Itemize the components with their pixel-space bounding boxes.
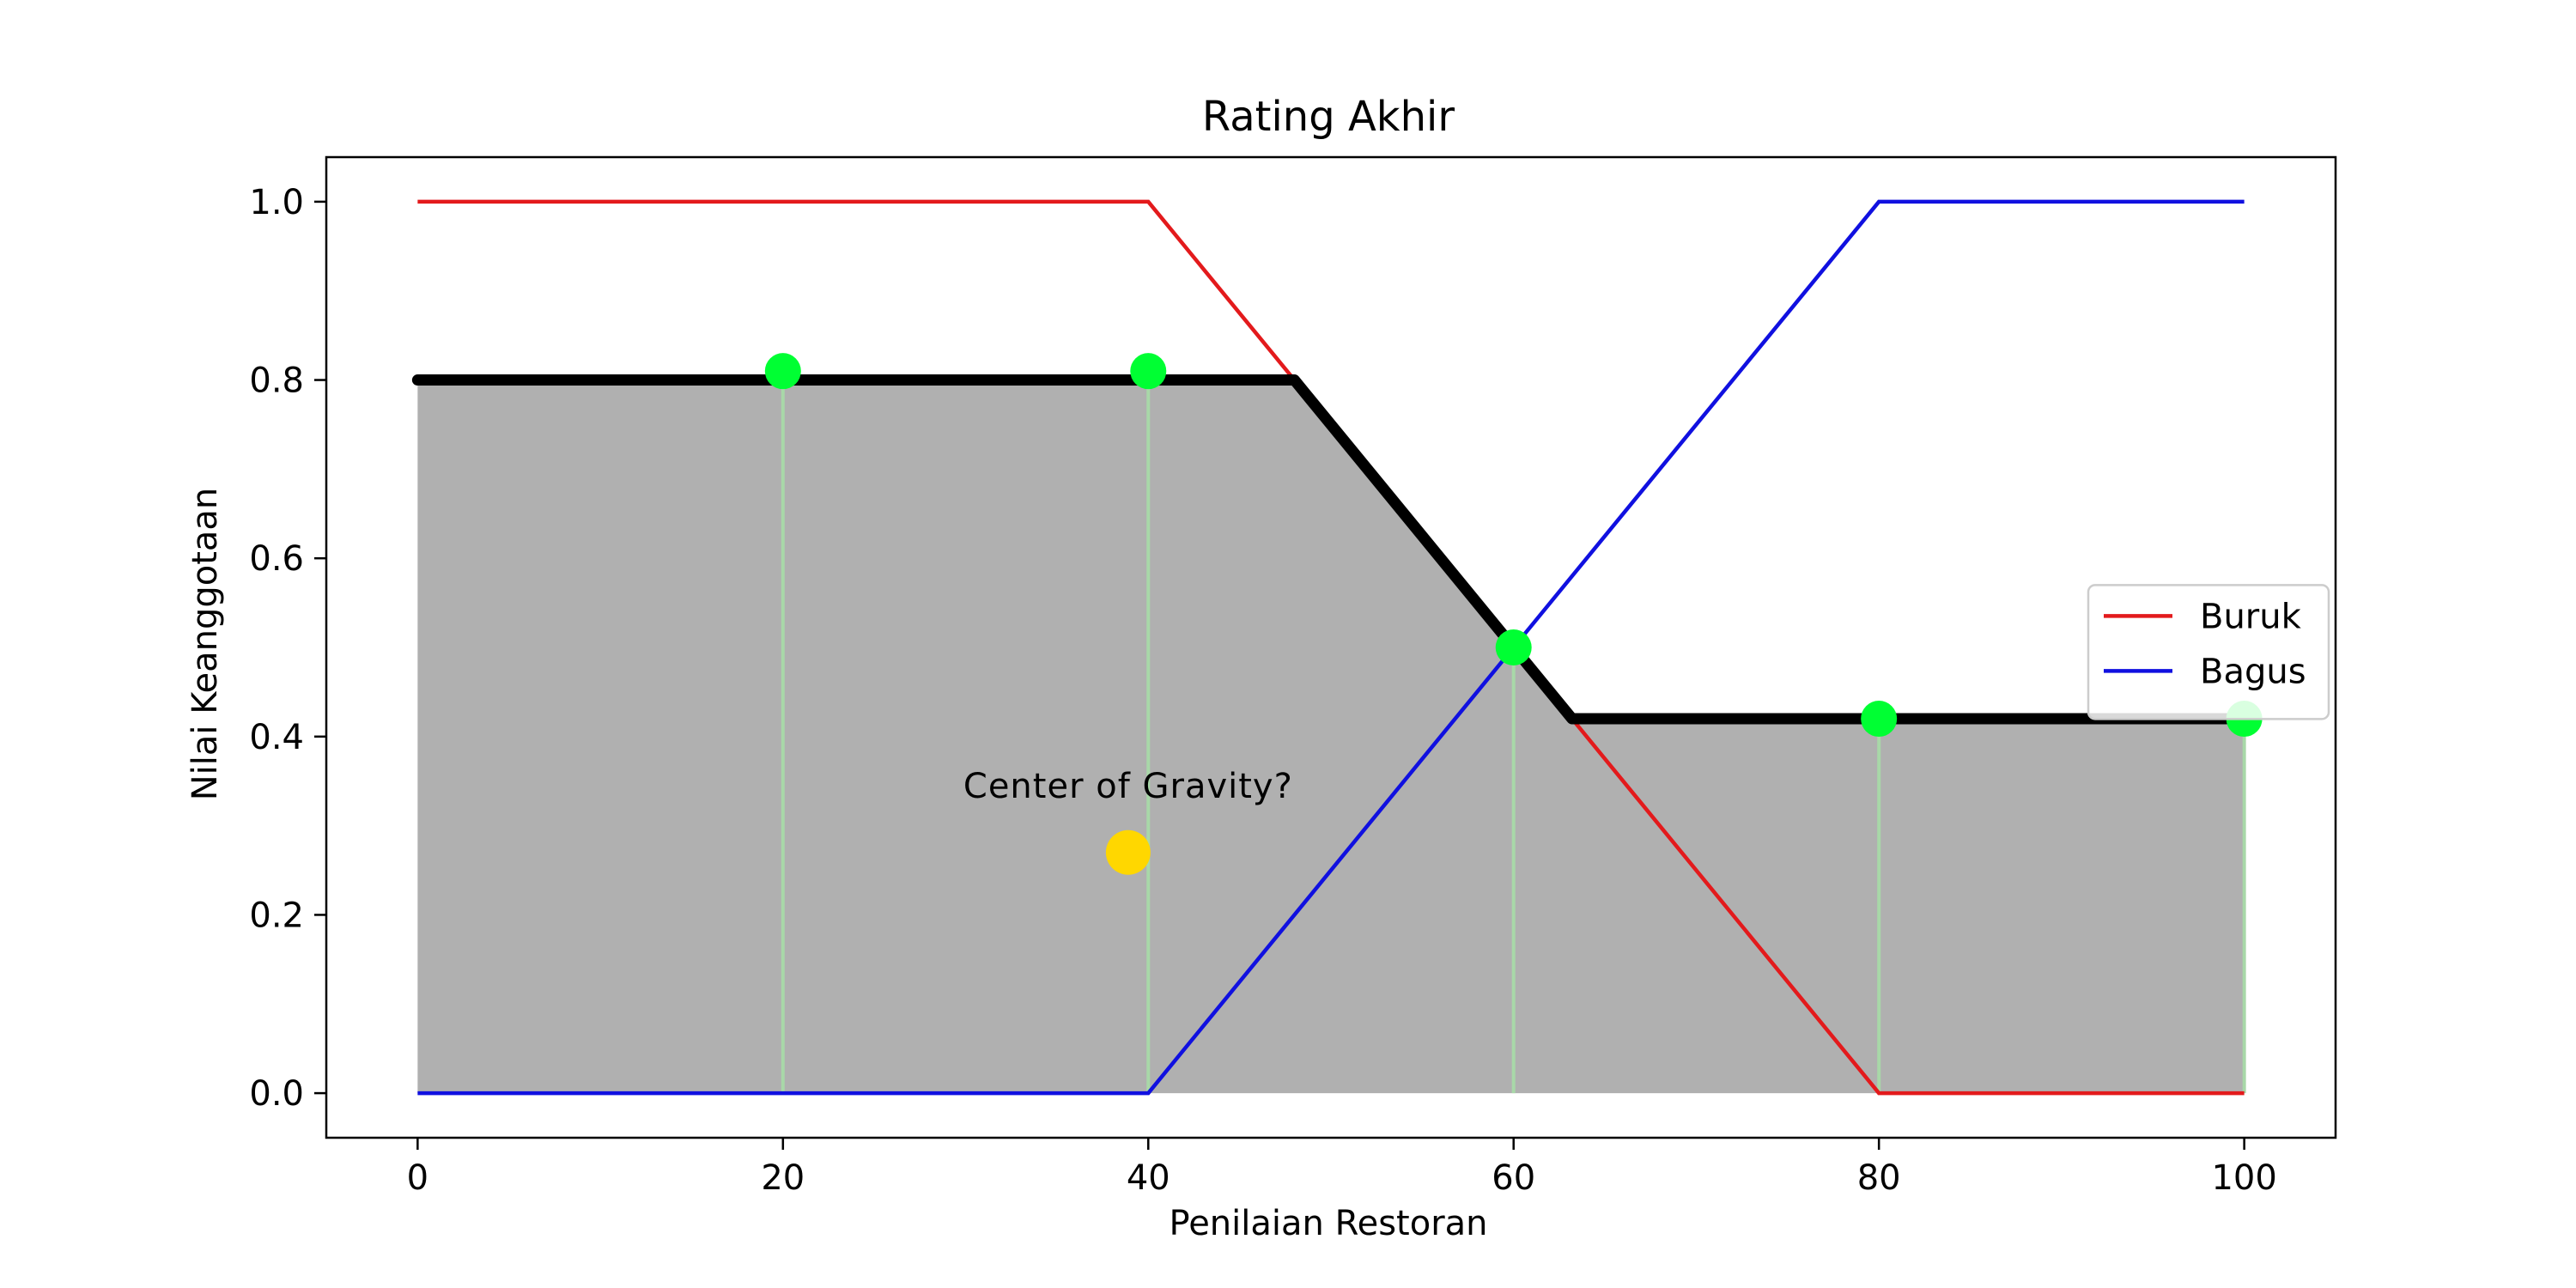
- tick-layer: 0 20 40 60 80 100 0.0 0.2 0.4 0.6 0.8 1.0: [249, 183, 2276, 1198]
- aggregated-line-layer: [411, 374, 2251, 725]
- y-tick-label: 0.2: [249, 896, 304, 935]
- y-tick-label: 0.8: [249, 361, 304, 401]
- sample-point: [764, 353, 801, 390]
- sample-point-layer: [764, 353, 2263, 738]
- chart-title: Rating Akhir: [1202, 93, 1455, 141]
- aggregated-area: [417, 380, 2245, 1094]
- y-tick-label: 0.4: [249, 718, 304, 757]
- sample-point: [1861, 701, 1898, 738]
- legend: Buruk Bagus: [2087, 584, 2330, 720]
- y-tick-label: 0.6: [249, 539, 304, 579]
- y-tick-label: 1.0: [249, 183, 304, 222]
- x-tick-label: 20: [761, 1158, 805, 1198]
- sample-stem-layer: [781, 371, 2246, 1094]
- y-tick-label: 0.0: [249, 1074, 304, 1114]
- x-tick-label: 40: [1127, 1158, 1170, 1198]
- x-tick-label: 80: [1857, 1158, 1901, 1198]
- legend-label-buruk: Buruk: [2200, 597, 2302, 636]
- x-tick-label: 0: [407, 1158, 428, 1198]
- center-of-gravity-label: Center of Gravity?: [963, 767, 1293, 806]
- x-tick-label: 100: [2211, 1158, 2276, 1198]
- legend-box: [2087, 584, 2330, 720]
- sample-point: [1130, 353, 1167, 390]
- aggregated-line: [411, 374, 2251, 725]
- center-of-gravity-point: [1105, 829, 1151, 875]
- legend-label-bagus: Bagus: [2200, 652, 2306, 691]
- plot-frame: [325, 155, 2337, 1139]
- sample-point: [1495, 629, 1532, 665]
- center-of-gravity-layer: Center of Gravity?: [963, 767, 1293, 875]
- y-axis-label: Nilai Keanggotaan: [185, 488, 225, 801]
- x-tick-label: 60: [1492, 1158, 1535, 1198]
- x-axis-label: Penilaian Restoran: [1170, 1204, 1488, 1243]
- aggregated-fill-layer: [417, 380, 2245, 1094]
